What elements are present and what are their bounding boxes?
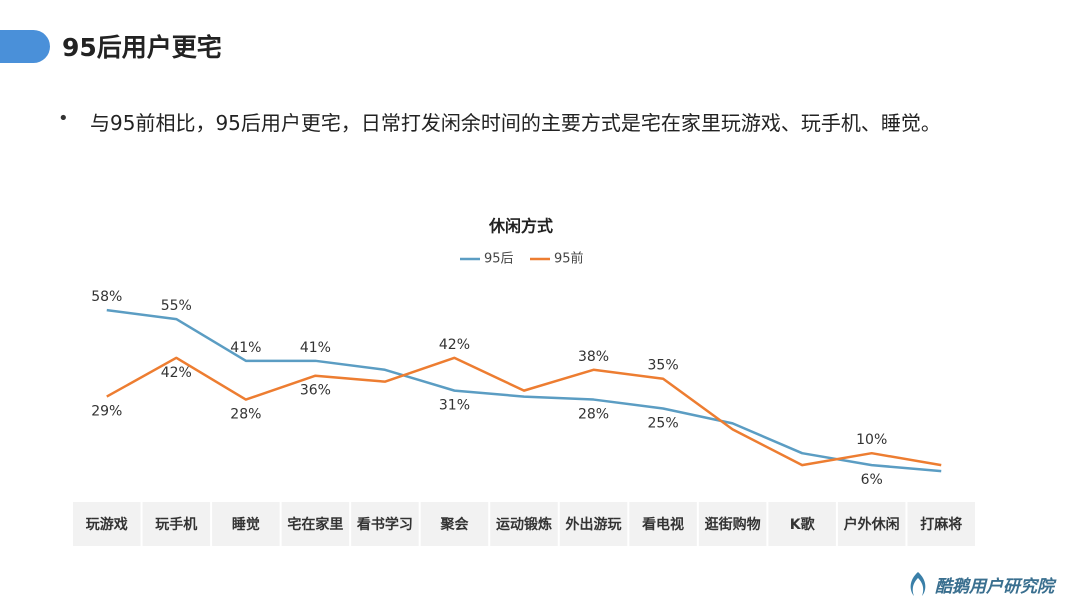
x-tick-label: 看电视: [641, 516, 684, 533]
series-line: [106, 356, 942, 467]
data-label: 41%: [230, 340, 261, 356]
category-cell: [490, 502, 558, 546]
x-tick-label: 玩手机: [155, 516, 197, 533]
x-tick-label: 户外休闲: [844, 516, 900, 533]
x-tick-label: 看书学习: [356, 516, 413, 533]
series-line: [106, 308, 942, 473]
data-label: 58%: [91, 289, 122, 305]
data-label: 6%: [861, 472, 883, 488]
slide-title: 95后用户更宅: [62, 33, 222, 62]
data-label: 36%: [300, 383, 331, 399]
data-label: 29%: [91, 404, 122, 420]
bullet-dot: •: [58, 108, 69, 129]
title-bar: [0, 30, 50, 63]
legend-label: 95后: [484, 252, 514, 267]
chart-title: 休闲方式: [488, 217, 553, 236]
category-cell: [559, 502, 628, 546]
x-tick-label: 宅在家里: [287, 516, 343, 533]
x-tick-label: K歌: [790, 516, 816, 533]
category-cell: [629, 502, 697, 546]
data-label: 42%: [161, 365, 192, 381]
data-label: 55%: [161, 298, 192, 314]
legend-label: 95前: [554, 251, 584, 267]
bullet-text: 与95前相比，95后用户更宅，日常打发闲余时间的主要方式是宅在家里玩游戏、玩手机…: [90, 111, 941, 135]
category-cell: [907, 502, 975, 546]
category-cell: [212, 502, 280, 546]
category-cell: [281, 502, 350, 546]
category-cell: [837, 502, 906, 546]
x-tick-label: 逛街购物: [705, 516, 761, 533]
x-tick-label: 外出游玩: [566, 516, 622, 533]
data-label: 38%: [578, 349, 609, 365]
category-cell: [142, 502, 211, 546]
x-tick-label: 聚会: [439, 516, 469, 533]
brand-name: 酷鹅用户研究院: [935, 577, 1054, 597]
data-label: 10%: [856, 432, 887, 448]
category-cell: [698, 502, 767, 546]
data-label: 28%: [230, 407, 261, 423]
data-label: 42%: [439, 337, 470, 353]
category-cell: [420, 502, 489, 546]
data-label: 28%: [578, 407, 609, 423]
data-label: 25%: [648, 416, 679, 432]
data-label: 35%: [648, 358, 679, 374]
category-cell: [351, 502, 419, 546]
category-cell: [768, 502, 836, 546]
data-label: 31%: [439, 398, 470, 414]
x-tick-label: 打麻将: [920, 516, 962, 533]
x-tick-label: 玩游戏: [86, 516, 128, 533]
x-tick-label: 运动锻炼: [496, 516, 552, 533]
data-label: 41%: [300, 340, 331, 356]
category-cell: [73, 502, 141, 546]
x-tick-label: 睡觉: [232, 516, 260, 533]
brand-logo: [910, 572, 926, 596]
